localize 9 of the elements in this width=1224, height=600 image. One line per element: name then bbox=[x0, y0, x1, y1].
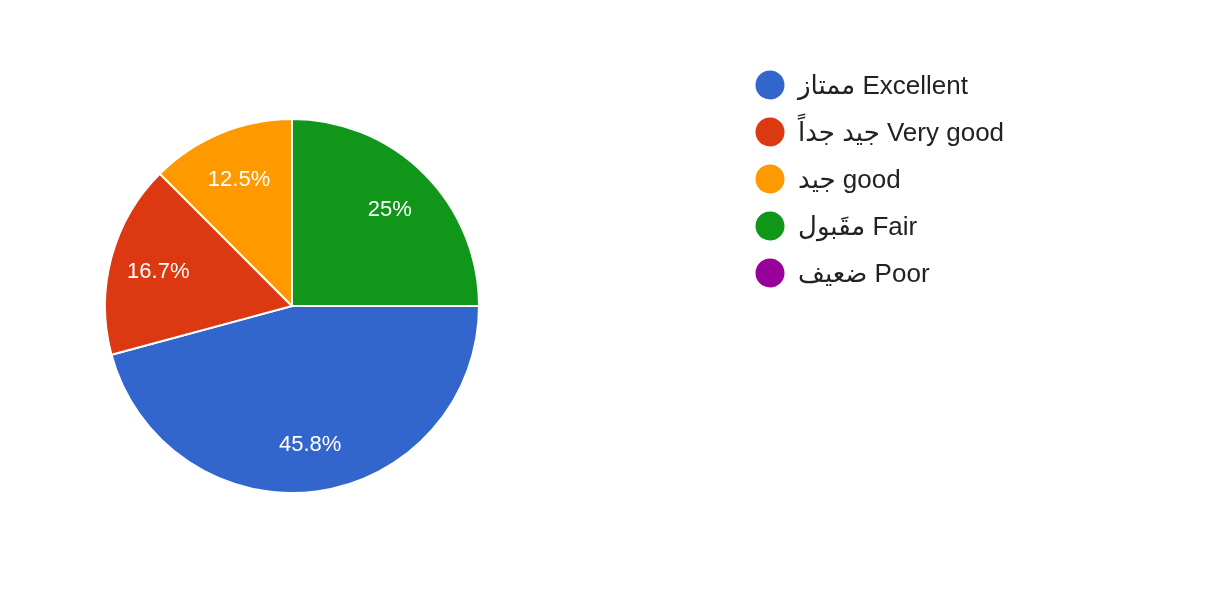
data-label: 12.5% bbox=[207, 165, 271, 191]
legend-label: ضعيف Poor bbox=[798, 258, 930, 288]
legend-label: ممتاز Excellent bbox=[796, 70, 969, 100]
data-label: 25% bbox=[367, 195, 412, 221]
data-label: 45.8% bbox=[279, 430, 342, 456]
legend-label: جيد جداً Very good bbox=[797, 113, 1005, 147]
legend-label: مقَبول Fair bbox=[798, 211, 918, 242]
legend-label: جيد good bbox=[798, 164, 901, 194]
data-label: 16.7% bbox=[127, 257, 190, 283]
